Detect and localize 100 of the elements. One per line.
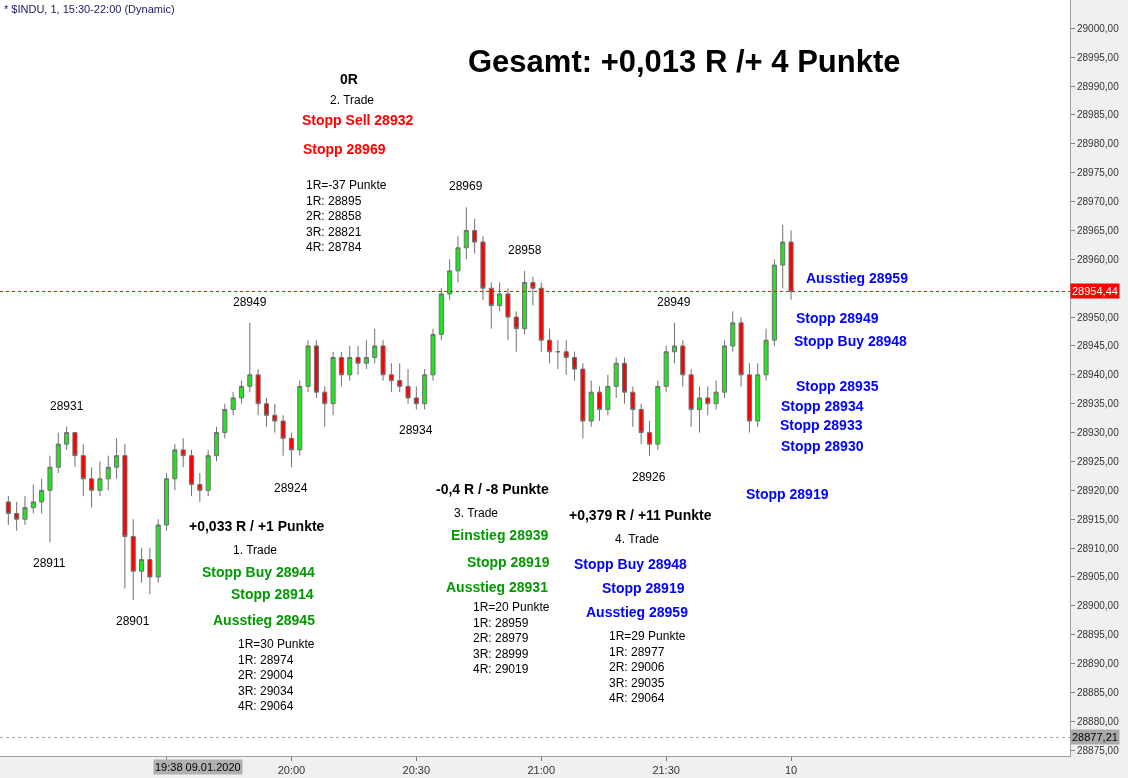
candlestick	[763, 328, 769, 382]
annotation: 28969	[449, 179, 483, 193]
annotation: Stopp 28933	[780, 417, 863, 433]
candlestick	[30, 484, 36, 514]
y-tick-label: 28995,00	[1077, 51, 1120, 63]
candlestick	[72, 432, 78, 468]
annotation: 1R=30 Punkte 1R: 28974 2R: 29004 3R: 29034 4R: 29064	[238, 637, 315, 714]
candlestick	[97, 460, 103, 497]
candlestick	[638, 403, 644, 445]
candlestick	[255, 368, 261, 416]
candlestick	[372, 328, 378, 364]
candlestick	[130, 518, 136, 601]
y-tick-label: 28895,00	[1077, 629, 1120, 641]
annotation: Ausstieg 28959	[806, 270, 909, 286]
candlestick	[105, 455, 111, 491]
candlestick	[363, 339, 369, 370]
annotation: 28924	[274, 481, 308, 495]
chart-subtitle: * $INDU, 1, 15:30-22:00 (Dynamic)	[4, 3, 175, 15]
candlestick	[230, 391, 236, 416]
candlestick	[172, 443, 178, 491]
y-tick-label: 29000,00	[1077, 22, 1120, 34]
text: 19:38 09.01.2020	[155, 761, 241, 773]
candlestick	[147, 547, 153, 595]
candlestick	[122, 443, 128, 590]
y-tick-label: 28900,00	[1077, 600, 1120, 612]
candlestick	[139, 547, 145, 584]
candlestick	[213, 426, 220, 462]
candlestick	[780, 224, 786, 289]
annotation: 28931	[50, 399, 84, 413]
annotation: Stopp Buy 28948	[794, 333, 908, 349]
candlestick	[114, 437, 120, 480]
annotation: 28934	[399, 423, 433, 437]
x-tick-label: 21:30	[652, 764, 680, 777]
annotation: Stopp 28934	[781, 398, 864, 414]
candlestick	[330, 351, 336, 416]
candlestick	[572, 351, 578, 382]
candlestick	[755, 362, 761, 428]
annotation: 1R=29 Punkte 1R: 28977 2R: 29006 3R: 29035 4R: 29064	[609, 629, 686, 706]
annotation: Stopp 28969	[303, 141, 386, 157]
candlestick	[613, 357, 619, 399]
x-tick-label: 10	[784, 764, 798, 777]
candlestick	[663, 345, 669, 393]
annotation: Stopp Sell 28932	[302, 112, 414, 128]
annotation: Stopp 28935	[796, 378, 879, 394]
candlestick	[688, 368, 694, 428]
y-tick-label: 28985,00	[1077, 109, 1120, 121]
candlestick	[771, 258, 777, 347]
x-tick-label: 21:00	[527, 764, 556, 777]
candlestick	[555, 339, 561, 370]
candlestick	[738, 316, 744, 387]
annotation: Stopp 28919	[602, 580, 685, 596]
y-tick-label: 28920,00	[1077, 484, 1120, 496]
y-tick-label: 28990,00	[1077, 80, 1120, 92]
annotation: 1R=-37 Punkte 1R: 28895 2R: 28858 3R: 28821 4R: 28784	[306, 178, 387, 255]
candlestick	[14, 501, 20, 532]
candlestick	[238, 380, 245, 405]
candlestick	[39, 478, 45, 514]
y-tick-label: 28925,00	[1077, 455, 1120, 467]
y-tick-label: 28975,00	[1077, 167, 1120, 179]
candlestick	[596, 385, 603, 422]
candlestick	[563, 339, 569, 376]
candlestick	[588, 380, 594, 428]
candlestick	[455, 235, 461, 283]
candlestick	[438, 287, 444, 341]
candlestick	[197, 472, 203, 503]
annotation: 28926	[632, 470, 666, 484]
y-tick-label: 28890,00	[1077, 658, 1120, 670]
candlestick	[247, 322, 253, 393]
candlestick	[630, 385, 636, 428]
annotation: 0R	[340, 71, 358, 87]
annotation: 1R=20 Punkte 1R: 28959 2R: 28979 3R: 28999 4R: 29019	[473, 600, 550, 677]
annotation: 28958	[508, 243, 542, 257]
candlestick	[155, 518, 161, 584]
annotation: 28911	[33, 556, 66, 570]
candlestick	[705, 385, 711, 416]
y-tick-label: 28970,00	[1077, 196, 1120, 208]
y-tick-label: 28965,00	[1077, 224, 1120, 236]
annotation: 28949	[657, 295, 691, 309]
candlestick	[621, 357, 628, 405]
candlestick	[655, 380, 661, 451]
candlestick	[205, 449, 211, 497]
candlestick	[222, 403, 228, 439]
y-tick-label: 28945,00	[1077, 340, 1120, 352]
candlestick	[188, 449, 195, 497]
annotation: Ausstieg 28945	[213, 612, 316, 628]
candlestick	[696, 385, 702, 434]
candlestick	[338, 351, 344, 387]
candlestick	[646, 420, 653, 457]
text: Gesamt: +0,013 R /+ 4 Punkte	[468, 44, 901, 79]
annotation: 4. Trade	[615, 532, 660, 546]
annotation: Einstieg 28939	[451, 527, 549, 543]
y-tick-label: 28950,00	[1077, 311, 1120, 323]
annotation: Stopp 28919	[746, 486, 829, 502]
candlestick	[313, 339, 319, 399]
candlestick	[80, 443, 86, 497]
candlestick	[263, 397, 269, 428]
candlestick	[580, 362, 586, 439]
candlestick	[89, 466, 95, 509]
annotation: 3. Trade	[454, 506, 499, 520]
candlestick	[713, 380, 719, 410]
